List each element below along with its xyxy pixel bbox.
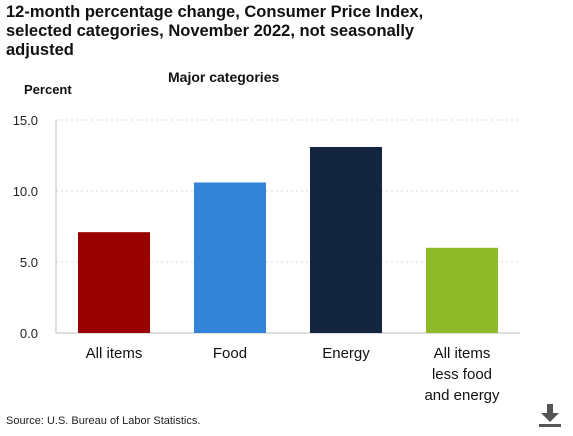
x-tick-label: Food — [213, 345, 247, 362]
y-tick-label: 5.0 — [20, 255, 38, 270]
bar — [78, 232, 150, 333]
download-icon — [539, 404, 561, 427]
x-tick-label: less food — [432, 366, 492, 383]
x-tick-label: and energy — [424, 387, 500, 404]
x-tick-label: All items — [434, 345, 491, 362]
y-tick-labels: 0.0 5.0 10.0 15.0 — [13, 113, 38, 341]
bars — [78, 146, 498, 333]
y-tick-label: 10.0 — [13, 184, 38, 199]
bar — [426, 247, 498, 333]
bar — [194, 182, 266, 333]
y-tick-label: 0.0 — [20, 326, 38, 341]
x-tick-label: Energy — [322, 345, 370, 362]
y-axis-unit-label: Percent — [24, 82, 72, 97]
x-tick-labels: All items Food Energy All items less food and… — [86, 345, 500, 404]
download-button[interactable] — [536, 400, 564, 428]
x-tick-label: All items — [86, 345, 143, 362]
y-tick-label: 15.0 — [13, 113, 38, 128]
source-note: Source: U.S. Bureau of Labor Statistics. — [6, 415, 201, 427]
chart-subtitle: Major categories — [168, 69, 280, 85]
chart-title: 12-month percentage change, Consumer Pri… — [6, 3, 424, 59]
bar — [310, 146, 382, 333]
